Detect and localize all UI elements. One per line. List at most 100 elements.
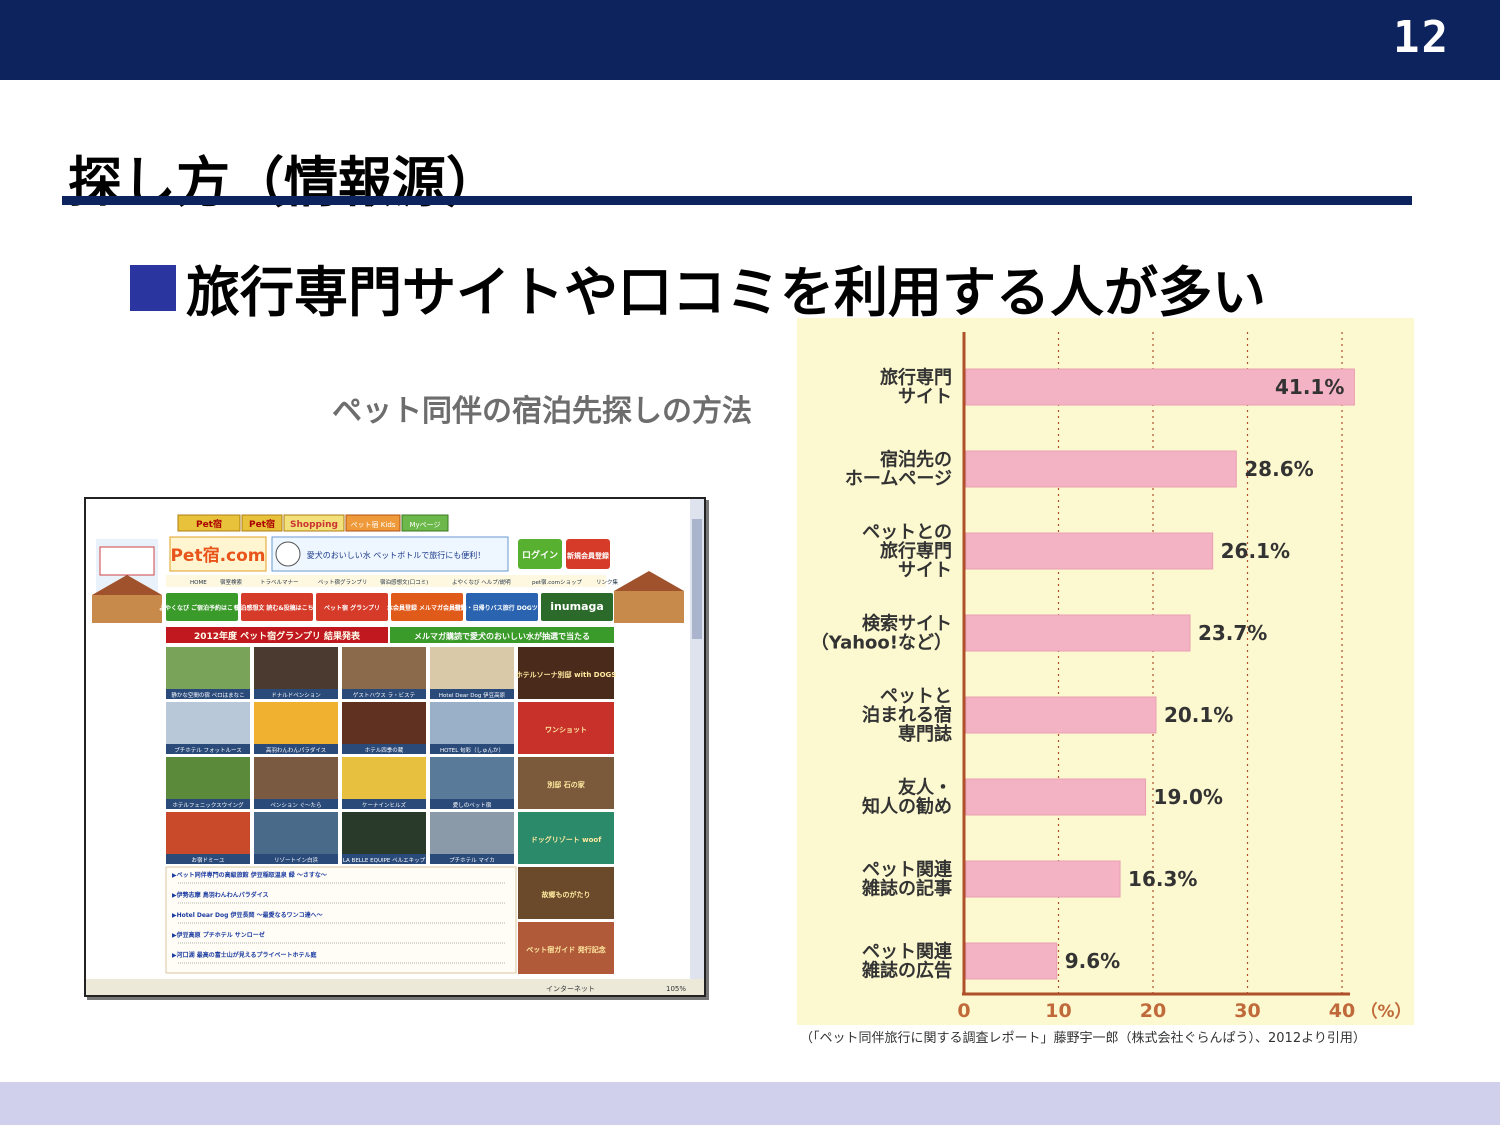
svg-text:メルマガ購読で愛犬のおいしい水が抽選で当たる: メルマガ購読で愛犬のおいしい水が抽選で当たる [414, 631, 590, 641]
category-label: ペットとの旅行専門サイト [862, 522, 952, 581]
bar-value-label: 9.6% [1065, 949, 1120, 973]
news-link[interactable]: ▶河口湖 最高の富士山が見えるプライベートホテル庭 [172, 951, 317, 959]
feature-button[interactable] [241, 593, 313, 621]
bar [965, 450, 1237, 488]
news-link[interactable]: ▶ペット同伴専門の高級旅館 伊豆稲取温泉 緑 ～さすな～ [172, 871, 327, 879]
tab-label: ペット宿 Kids [351, 520, 396, 529]
hotel-thumbnail[interactable] [342, 702, 426, 744]
hotel-thumbnail[interactable] [342, 812, 426, 854]
hotel-label[interactable]: リゾートイン白浜 [274, 856, 319, 864]
x-tick-label: 40 [1329, 1000, 1355, 1022]
hotel-thumbnail[interactable] [342, 757, 426, 799]
category-label: 宿泊先のホームページ [845, 449, 952, 490]
hotel-thumbnail[interactable] [430, 647, 514, 689]
grandprix-banner[interactable] [166, 627, 388, 643]
hotel-thumbnail[interactable] [430, 702, 514, 744]
hotel-thumbnail[interactable] [166, 812, 250, 854]
bar [965, 368, 1355, 406]
nav-link[interactable]: 宿室検索 [220, 578, 243, 586]
hotel-label[interactable]: お宿ドミーユ [191, 856, 225, 864]
feature-button-label: inumaga [550, 600, 604, 613]
category-label: ペット関連雑誌の広告 [861, 941, 953, 982]
news-link[interactable]: ▶伊勢志摩 鳥羽わんわんパラダイス [172, 891, 269, 899]
hotel-label[interactable]: LA BELLE EQUIPE ペルエキップ [343, 857, 426, 864]
hotel-thumbnail[interactable] [430, 812, 514, 854]
register-button[interactable] [566, 539, 610, 569]
feature-button[interactable] [166, 593, 238, 621]
slide-title: 探し方（情報源） [68, 151, 500, 214]
x-tick-label: 10 [1045, 1000, 1071, 1022]
category-label: 検索サイト（Yahoo!など） [811, 613, 952, 654]
category-label: 旅行専門サイト [880, 367, 952, 408]
hotel-label[interactable]: ドナルドペンション [271, 692, 321, 699]
hotel-label[interactable]: HOTEL 旬彩（しゅんか） [440, 746, 504, 754]
nav-link[interactable]: リンク集 [596, 578, 619, 586]
hotel-label[interactable]: ケーナインヒルズ [362, 801, 407, 809]
hotel-label[interactable]: 高羽わんわんパラダイス [266, 746, 326, 754]
feature-button[interactable] [316, 593, 388, 621]
side-banner[interactable] [518, 757, 614, 809]
feature-button[interactable] [541, 593, 613, 621]
nav-link[interactable]: よやくなび ヘルプ/説明 [452, 578, 511, 586]
nav-link[interactable]: 宿泊感想文(口コミ) [380, 578, 428, 586]
feature-button-label: ペット宿 グランプリ [324, 604, 380, 612]
feature-button[interactable] [391, 593, 463, 621]
news-link[interactable]: ▶伊豆高原 プチホテル サンローゼ [172, 931, 265, 939]
hotel-thumbnail[interactable] [166, 757, 250, 799]
mailmag-banner[interactable] [390, 627, 614, 643]
hotel-thumbnail[interactable] [254, 812, 338, 854]
tab-label: Myページ [409, 521, 440, 529]
bar-value-label: 16.3% [1128, 867, 1197, 891]
side-banner[interactable] [518, 922, 614, 974]
title-underline [62, 196, 1412, 205]
nav-link[interactable]: pet宿.comショップ [532, 578, 583, 586]
hotel-label[interactable]: Hotel Dear Dog 伊豆高原 [439, 691, 506, 699]
hotel-thumbnail[interactable] [166, 702, 250, 744]
side-banner[interactable] [518, 647, 614, 699]
hotel-label[interactable]: 愛しのペット宿 [453, 801, 492, 809]
subtitle-text: 旅行専門サイトや口コミを利用する人が多い [186, 261, 1266, 324]
side-banner-label: 故郷ものがたり [542, 890, 591, 899]
side-banner[interactable] [518, 702, 614, 754]
x-tick-label: 30 [1234, 1000, 1260, 1022]
hotel-thumbnail[interactable] [254, 757, 338, 799]
hotel-thumbnail[interactable] [254, 702, 338, 744]
side-banner-label: 別邸 石の家 [546, 780, 585, 789]
hotel-label[interactable]: プチホテル マイカ [449, 857, 495, 864]
hotel-thumbnail[interactable] [342, 647, 426, 689]
bar [965, 696, 1157, 734]
hotel-label[interactable]: ホテル四季の蔵 [365, 746, 404, 754]
top-tabs: Pet宿 Pet宿 Shopping ペット宿 Kids Myページ [177, 514, 449, 532]
page-number: 12 [1393, 12, 1450, 63]
feature-button-label: よやくなび ご宿泊予約はこちら [159, 604, 245, 612]
login-button[interactable] [518, 539, 562, 569]
feature-button-label: 本会員登録 メルマガ会員登録 [387, 604, 468, 612]
side-banner[interactable] [518, 812, 614, 864]
hotel-label[interactable]: ペンション ぐ～たら [270, 802, 321, 809]
feature-button-label: 宿泊感想文 読む&投稿はこちら [234, 604, 319, 612]
hotel-thumbnail[interactable] [430, 757, 514, 799]
x-tick-label: 20 [1140, 1000, 1166, 1022]
news-list: ▶ペット同伴専門の高級旅館 伊豆稲取温泉 緑 ～さすな～ ▶伊勢志摩 鳥羽わんわん… [172, 871, 506, 964]
hotel-label[interactable]: プチホテル フォットルース [174, 747, 241, 754]
hotel-label[interactable]: 静かな空間の宿 ペロはまなこ [171, 691, 244, 699]
tab-label: Shopping [290, 520, 338, 530]
nav-link[interactable]: HOME [190, 580, 207, 586]
nav-link[interactable]: ペット宿グランプリ [318, 578, 367, 586]
bar-chart-svg: 0 10 20 30 40 （%） 41.1% 旅行専門サイト 28.6% 宿泊先のホームページ 2… [811, 332, 1412, 1022]
nav-link[interactable]: トラベルマナー [260, 579, 299, 586]
feature-button[interactable] [466, 593, 538, 621]
side-banner[interactable] [518, 867, 614, 919]
image-caption: ペット同伴の宿泊先探しの方法 [332, 394, 752, 429]
slide-subtitle: 旅行専門サイトや口コミを利用する人が多い [130, 248, 1266, 327]
hotel-label[interactable]: ホテルフェニックスウイング [172, 801, 244, 809]
hotel-label[interactable]: ゲストハウス ラ・ビステ [353, 691, 416, 699]
category-label: ペットと泊まれる宿専門誌 [862, 686, 952, 745]
category-label: 友人・知人の勧め [862, 777, 952, 818]
bar [965, 778, 1147, 816]
hotel-thumbnail[interactable] [254, 647, 338, 689]
news-link[interactable]: ▶Hotel Dear Dog 伊豆長岡 ～最愛なるワンコ達へ～ [172, 911, 323, 919]
hotel-thumbnail[interactable] [166, 647, 250, 689]
bar-value-label: 19.0% [1154, 785, 1223, 809]
